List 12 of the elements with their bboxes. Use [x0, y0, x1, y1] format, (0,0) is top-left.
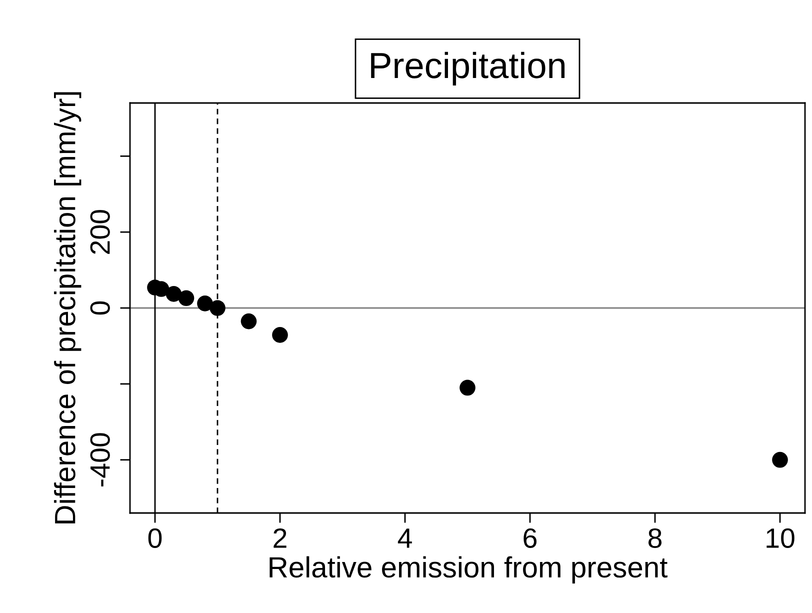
x-tick-label: 8: [648, 528, 662, 548]
y-tick-label: -400: [90, 433, 110, 486]
y-axis-title: Difference of precipitation [mm/yr]: [54, 92, 82, 524]
x-tick-label: 4: [398, 528, 412, 548]
x-tick-label: 10: [766, 528, 794, 548]
y-tick-label: 0: [90, 301, 110, 315]
x-tick-label: 0: [148, 528, 162, 548]
chart-title: Precipitation: [371, 52, 565, 86]
x-tick-label: 2: [274, 528, 286, 548]
y-tick-label: 200: [90, 210, 110, 254]
x-axis-title: Relative emission from present: [270, 556, 668, 584]
x-tick-label: 6: [524, 528, 537, 548]
